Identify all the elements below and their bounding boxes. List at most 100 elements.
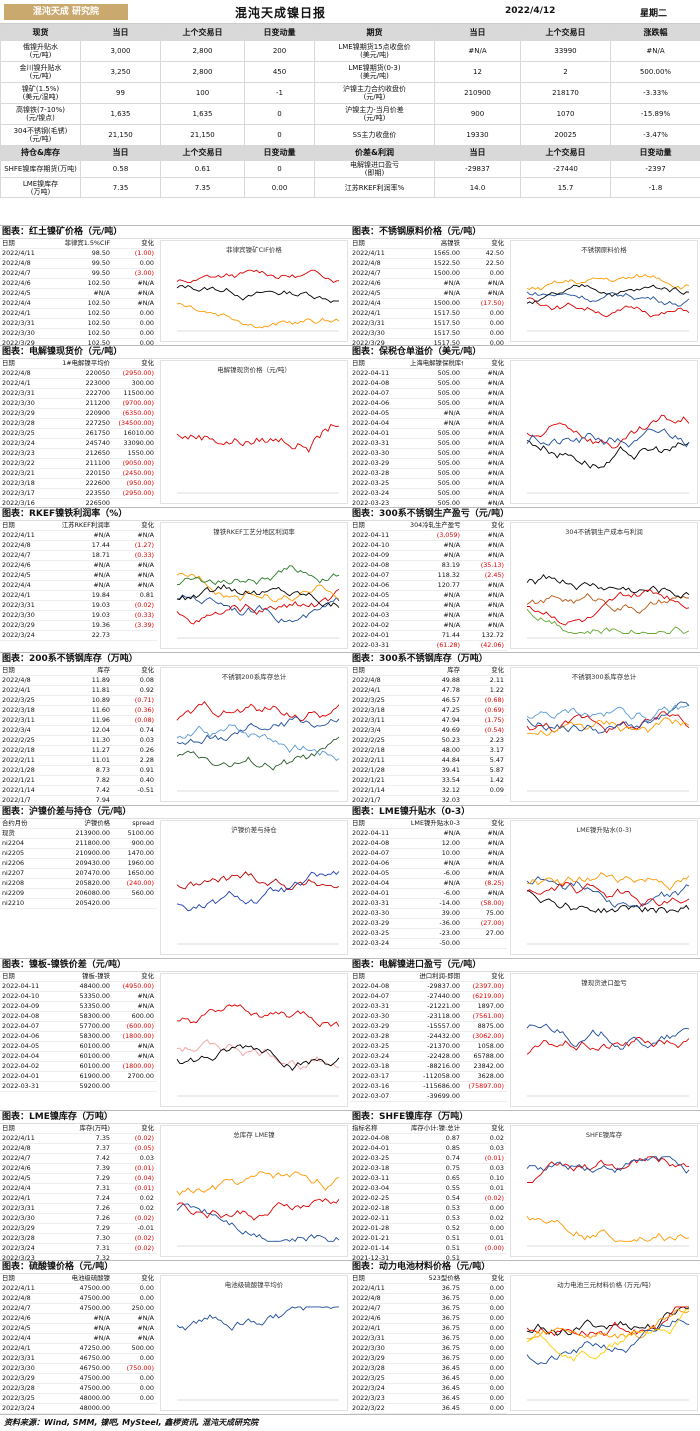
table-cell: 2022-04-04	[0, 1052, 58, 1062]
table-cell: 2022-03-11	[350, 1174, 408, 1184]
section-title: 图表：LME镍库存（万吨）	[0, 1111, 350, 1124]
table-cell: 0.00	[463, 1284, 507, 1294]
table-cell	[113, 1404, 157, 1414]
table-cell: 2022-04-05	[350, 409, 408, 419]
table-cell: 0.00	[113, 309, 157, 319]
table-cell: 2022-04-09	[350, 551, 408, 561]
table-cell: 47.78	[408, 686, 463, 696]
table-cell: 2022-04-08	[350, 1134, 408, 1144]
summary-cell: 上个交易日	[521, 146, 611, 161]
table-cell: LME镍升贴水0-3	[408, 819, 463, 829]
table-cell: 2022/3/29	[0, 409, 58, 419]
series-line	[527, 590, 689, 625]
summary-cell: LME镍期货(0-3) (美元/吨)	[315, 62, 435, 83]
series-line	[527, 575, 689, 598]
table-cell: 102.50	[58, 309, 113, 319]
table-cell: 日期	[0, 1274, 58, 1284]
table-cell: 120.77	[408, 581, 463, 591]
table-cell: 222700	[58, 389, 113, 399]
table-cell: 2022/4/6	[0, 1164, 58, 1174]
table-cell: 指标名称	[350, 1124, 408, 1134]
table-cell: -39699.00	[408, 1092, 463, 1102]
mini-table-header: 日期库存(万吨)变化	[0, 1124, 157, 1134]
table-cell: 2022/4/5	[0, 571, 58, 581]
series-line	[177, 566, 339, 585]
section-title: 图表：LME镍升贴水（0-3）	[350, 806, 700, 819]
table-cell: 220050	[58, 369, 113, 379]
table-cell: 505.00	[408, 399, 463, 409]
table-cell: 18.71	[58, 551, 113, 561]
table-cell: 7.35	[58, 1134, 113, 1144]
summary-cell: 7.35	[81, 178, 161, 198]
table-cell: 2022-03-04	[350, 1184, 408, 1194]
table-cell: 0.00	[463, 1294, 507, 1304]
series-line	[527, 609, 689, 633]
table-cell: 0.55	[408, 1184, 463, 1194]
table-cell: #N/A	[58, 289, 113, 299]
table-row: 2022-03-24-50.00	[350, 939, 507, 949]
table-cell: 7.31	[58, 1244, 113, 1254]
summary-cell: 上个交易日	[521, 25, 611, 41]
series-line	[177, 1040, 339, 1070]
summary-cell: 金川镍升贴水 (元/吨)	[1, 62, 81, 83]
table-cell: 2022/4/5	[350, 289, 408, 299]
table-cell: #N/A	[463, 289, 507, 299]
table-row: 2022-04-02#N/A#N/A	[350, 621, 507, 631]
table-cell: 2022/4/7	[0, 551, 58, 561]
table-cell: 变化	[463, 1274, 507, 1284]
summary-cell: LME镍期货15点收盘价 (美元/吨)	[315, 41, 435, 62]
table-cell	[113, 899, 157, 909]
summary-cell: 100	[161, 83, 245, 104]
table-cell: 变化	[463, 239, 507, 249]
table-cell: (0.68)	[463, 696, 507, 706]
table-cell: 日期	[350, 819, 408, 829]
table-cell: 2022/4/1	[0, 309, 58, 319]
table-cell: 2022/3/16	[0, 499, 58, 508]
table-cell: 46750.00	[58, 1354, 113, 1364]
table-cell: #N/A	[463, 499, 507, 508]
table-cell: 2022/4/7	[0, 269, 58, 279]
table-cell: 2022/3/25	[350, 696, 408, 706]
summary-cell: SS主力收盘价	[315, 125, 435, 146]
table-cell: 2022/3/22	[350, 1404, 408, 1414]
report-weekday: 星期二	[640, 6, 667, 19]
table-cell: 0.26	[113, 746, 157, 756]
table-cell: 变化	[113, 359, 157, 369]
table-cell: 2022/4/1	[0, 686, 58, 696]
table-cell: 0.01	[463, 1234, 507, 1244]
company-logo: 混沌天成 研究院	[4, 4, 128, 20]
series-line	[177, 737, 339, 770]
summary-cell: 218170	[521, 83, 611, 104]
table-cell: 2022/4/6	[350, 279, 408, 289]
table-cell: #N/A	[463, 551, 507, 561]
table-cell: 71.44	[408, 631, 463, 641]
table-row: 2022-04-04#N/A#N/A	[350, 601, 507, 611]
summary-cell: 沪镍主力-当月价差 (元/吨)	[315, 104, 435, 125]
table-row: 2022-04-05#N/A#N/A	[350, 409, 507, 419]
table-cell: 2022/4/8	[0, 1294, 58, 1304]
table-cell: 2022-04-11	[0, 982, 58, 992]
table-cell: 2022/2/25	[0, 736, 58, 746]
table-cell	[113, 796, 157, 806]
table-cell: #N/A	[408, 551, 463, 561]
summary-cell: #N/A	[611, 41, 700, 62]
table-cell: 上海电解镍保税库仓单溢价	[408, 359, 463, 369]
chart-panel	[510, 360, 698, 504]
table-cell: #N/A	[463, 839, 507, 849]
